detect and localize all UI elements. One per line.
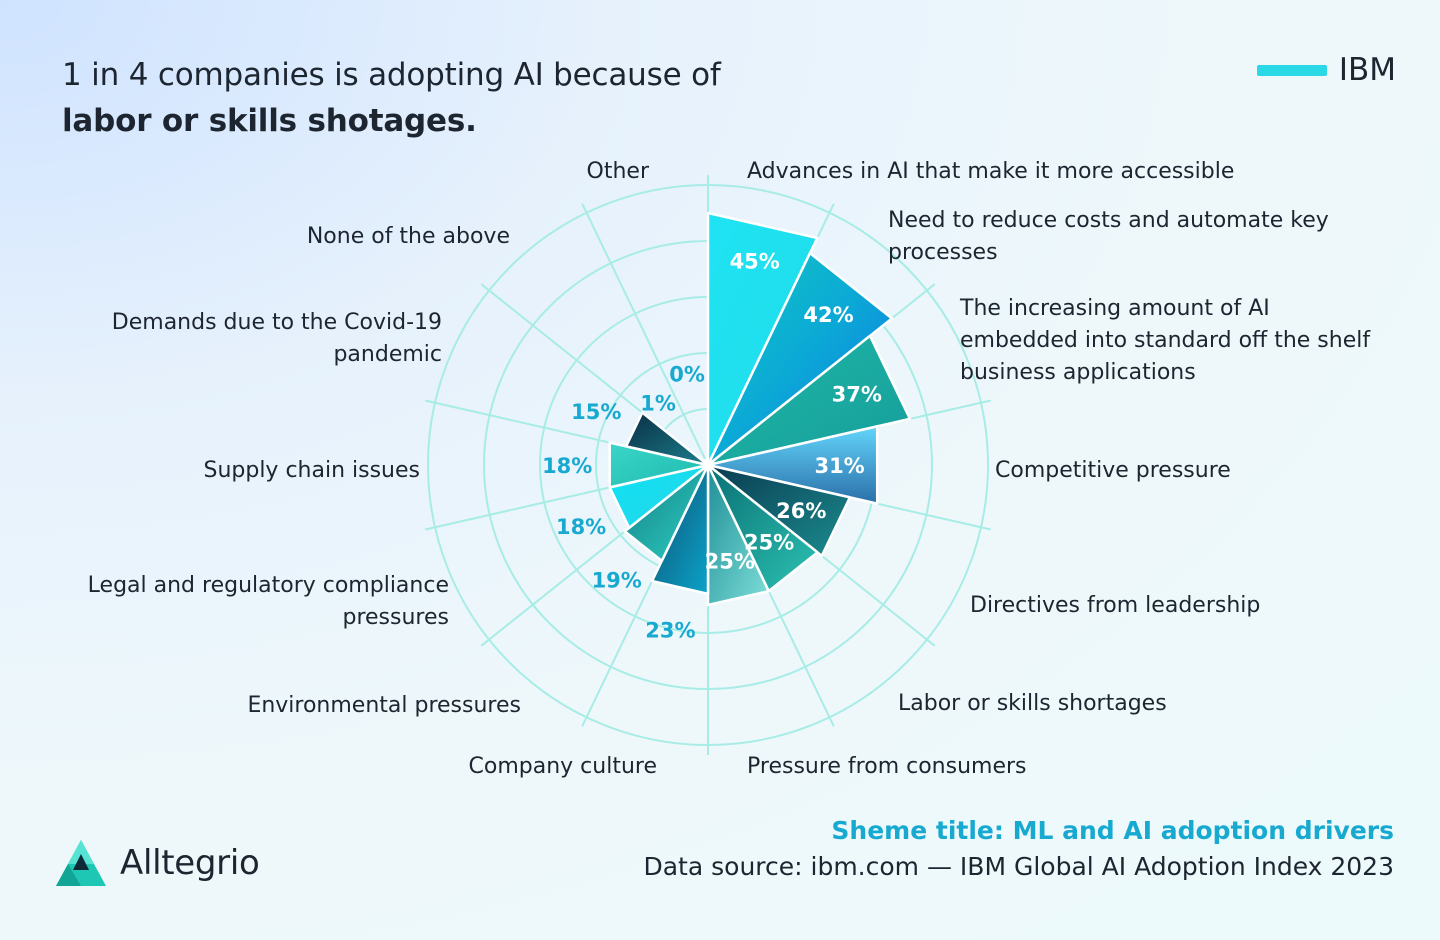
category-label: The increasing amount of AI embedded into… bbox=[959, 296, 1371, 385]
value-label: 1% bbox=[640, 392, 676, 416]
value-label: 37% bbox=[832, 382, 882, 406]
category-label: Advances in AI that make it more accessi… bbox=[747, 159, 1234, 184]
bar-layer bbox=[608, 211, 912, 607]
value-label: 15% bbox=[571, 400, 621, 424]
chart-legend: IBM bbox=[1256, 52, 1396, 88]
category-label: Labor or skills shortages bbox=[898, 691, 1167, 716]
value-label: 45% bbox=[730, 249, 780, 273]
category-label: Company culture bbox=[469, 754, 657, 779]
value-label: 25% bbox=[744, 531, 794, 555]
value-label: 23% bbox=[645, 619, 695, 643]
value-label: 31% bbox=[814, 454, 864, 478]
value-label: 18% bbox=[556, 515, 606, 539]
value-label: 0% bbox=[669, 362, 705, 386]
category-label: Other bbox=[587, 159, 650, 184]
value-label-layer: 45% 42% 37% 31% 26% 25%25% 23% 19% 18% 18% 15% 1% 0% bbox=[542, 249, 882, 642]
bar-wedge bbox=[702, 458, 710, 467]
grid-spoke bbox=[581, 203, 709, 466]
legend-label: IBM bbox=[1338, 52, 1396, 88]
chart-title-line2: labor or skills shotages. bbox=[62, 103, 477, 139]
brand-name: Alltegrio bbox=[120, 843, 260, 883]
chart-title-line1: 1 in 4 companies is adopting AI because … bbox=[62, 57, 721, 93]
chart-title: 1 in 4 companies is adopting AI because … bbox=[62, 52, 721, 144]
value-label: 25% bbox=[705, 550, 755, 574]
scheme-title: Sheme title: ML and AI adoption drivers bbox=[831, 816, 1394, 845]
bar-wedge bbox=[624, 411, 710, 467]
value-label: 18% bbox=[542, 454, 592, 478]
data-source: Data source: ibm.com — IBM Global AI Ado… bbox=[643, 852, 1394, 881]
category-label-layer: Advances in AI that make it more accessi… bbox=[88, 159, 1372, 779]
category-label: None of the above bbox=[307, 224, 510, 249]
category-label: Demands due to the Covid-19 pandemic bbox=[112, 310, 442, 367]
value-label: 42% bbox=[803, 303, 853, 327]
alltegrio-logo-icon bbox=[56, 840, 106, 886]
category-label: Supply chain issues bbox=[203, 458, 420, 483]
category-label: Legal and regulatory compliance pressures bbox=[88, 573, 449, 630]
value-label: 26% bbox=[776, 499, 826, 523]
category-label: Competitive pressure bbox=[995, 458, 1231, 483]
legend-swatch bbox=[1256, 64, 1327, 76]
category-label: Directives from leadership bbox=[970, 593, 1260, 618]
value-label: 19% bbox=[592, 569, 642, 593]
category-label: Pressure from consumers bbox=[747, 754, 1027, 779]
category-label: Need to reduce costs and automate key pro… bbox=[888, 208, 1329, 265]
brand-logo: Alltegrio bbox=[54, 838, 260, 888]
category-label: Environmental pressures bbox=[247, 693, 521, 718]
